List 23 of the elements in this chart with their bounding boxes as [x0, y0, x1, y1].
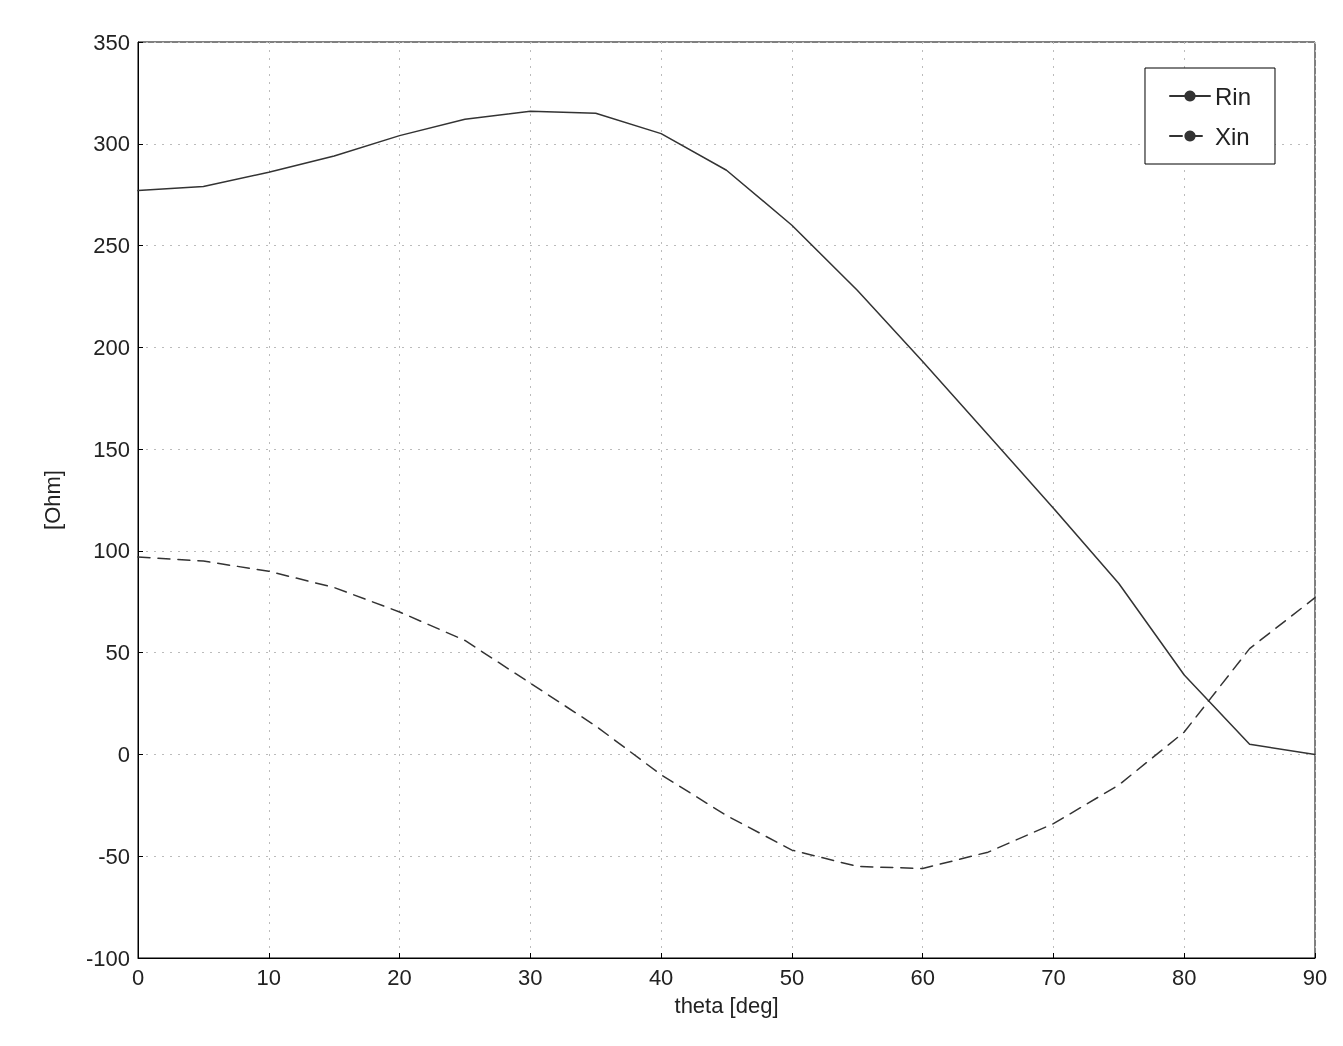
x-tick-label: 20 [387, 964, 412, 990]
y-tick-label: -50 [98, 843, 130, 869]
y-tick-label: 350 [93, 29, 130, 55]
y-tick-label: -100 [85, 945, 130, 971]
y-tick-label: 100 [93, 538, 130, 564]
x-tick-label: 30 [518, 964, 543, 990]
x-tick-label: 10 [256, 964, 282, 990]
y-tick-label: 200 [93, 334, 130, 360]
y-tick-label: 0 [117, 741, 130, 767]
legend-label: Rin [1214, 82, 1251, 110]
x-tick-label: 90 [1302, 964, 1328, 990]
y-axis-title: [Ohm] [39, 470, 65, 530]
y-tick-label: 250 [93, 233, 130, 259]
legend-label: Xin [1214, 122, 1250, 150]
y-tick-label: 300 [93, 131, 130, 157]
x-axis-title: theta [deg] [674, 992, 779, 1018]
x-tick-label: 80 [1171, 964, 1197, 990]
y-tick-label: 150 [93, 436, 130, 462]
x-tick-label: 40 [648, 964, 674, 990]
x-tick-label: 60 [910, 964, 935, 990]
x-tick-label: 50 [779, 964, 805, 990]
x-tick-label: 70 [1041, 964, 1066, 990]
y-tick-label: 50 [105, 640, 130, 666]
